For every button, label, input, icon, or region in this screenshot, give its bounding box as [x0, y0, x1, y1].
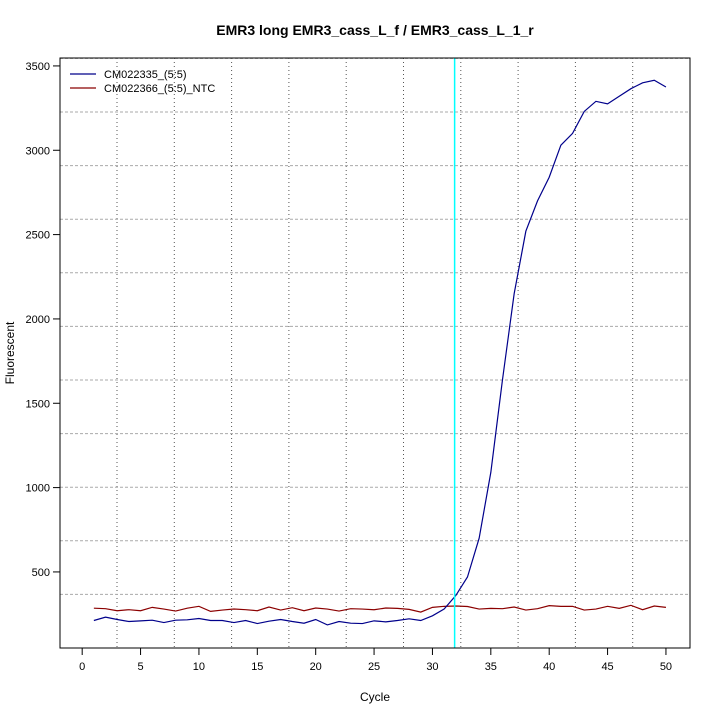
series-group — [93, 79, 667, 626]
grid-lines — [60, 57, 690, 648]
x-tick-label: 40 — [543, 661, 555, 673]
x-axis-label: Cycle — [360, 690, 390, 704]
legend: CM022335_(5:5) CM022366_(5:5)_NTC — [70, 69, 215, 95]
y-tick-label: 2500 — [26, 230, 50, 242]
y-axis-label: Fluorescent — [3, 321, 17, 384]
x-tick-label: 10 — [193, 661, 205, 673]
series-line-cm022335-5-5- — [93, 79, 667, 626]
legend-label: CM022335_(5:5) — [104, 69, 187, 81]
legend-label: CM022366_(5:5)_NTC — [104, 83, 215, 95]
y-tick-label: 3000 — [26, 145, 50, 157]
x-tick-label: 35 — [485, 661, 497, 673]
y-tick-label: 1000 — [26, 483, 50, 495]
x-tick-label: 50 — [660, 661, 672, 673]
y-tick-label: 1500 — [26, 398, 50, 410]
x-tick-label: 0 — [79, 661, 85, 673]
y-tick-label: 3500 — [26, 61, 50, 73]
y-tick-label: 2000 — [26, 314, 50, 326]
x-tick-label: 45 — [601, 661, 613, 673]
axes: 0 5 10 15 20 25 30 35 40 45 50 500 1000 1500 2000 2500 3… — [26, 61, 673, 673]
x-tick-label: 5 — [137, 661, 143, 673]
x-tick-label: 25 — [368, 661, 380, 673]
plot-frame — [59, 57, 691, 649]
y-tick-label: 500 — [32, 567, 50, 579]
x-tick-label: 20 — [310, 661, 322, 673]
chart-title: EMR3 long EMR3_cass_L_f / EMR3_cass_L_1_… — [216, 22, 534, 38]
series-line-cm022366-5-5-ntc — [93, 604, 667, 613]
x-tick-label: 15 — [251, 661, 263, 673]
x-tick-label: 30 — [426, 661, 438, 673]
